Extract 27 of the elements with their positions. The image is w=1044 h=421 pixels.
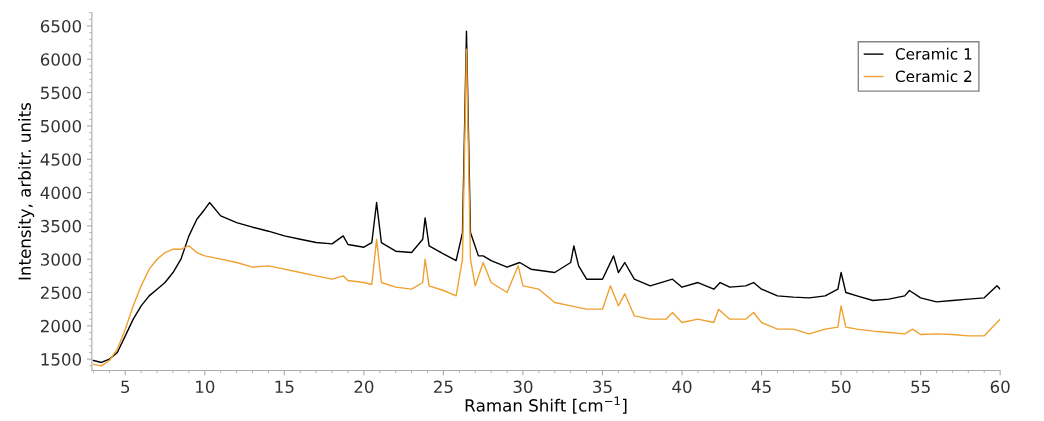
y-tick-label: 2000: [40, 319, 82, 333]
x-tick-label: 15: [275, 380, 294, 394]
x-tick-label: 60: [990, 380, 1010, 394]
x-tick-label: 50: [831, 380, 851, 394]
y-tick-label: 6000: [40, 53, 82, 66]
y-axis-title: Intensity, arbitr. units: [18, 102, 35, 280]
x-tick-label: 45: [751, 380, 771, 394]
x-axis-title: Raman Shift [cm$^{−1}$]: [465, 396, 627, 414]
legend-label: Ceramic 2: [895, 70, 972, 83]
x-tick-label: 35: [593, 380, 612, 394]
x-tick-label: 20: [354, 380, 374, 394]
x-tick-label: 40: [672, 380, 692, 394]
x-tick-label: 10: [196, 380, 215, 394]
y-tick-label: 4500: [40, 153, 82, 166]
legend-label: Ceramic 1: [895, 47, 972, 60]
y-tick-label: 5000: [41, 119, 82, 133]
x-tick-label: 55: [911, 380, 930, 394]
y-tick-label: 3000: [41, 253, 82, 266]
y-tick-label: 2500: [40, 286, 82, 300]
y-tick-label: 4000: [40, 186, 82, 200]
y-tick-label: 6500: [40, 19, 82, 33]
y-tick-label: 3500: [41, 219, 82, 233]
x-tick-label: 30: [513, 380, 533, 394]
y-tick-label: 1500: [41, 353, 82, 366]
y-tick-label: 5500: [41, 86, 82, 100]
x-tick-label: 5: [121, 380, 130, 394]
x-tick-label: 25: [434, 380, 453, 394]
